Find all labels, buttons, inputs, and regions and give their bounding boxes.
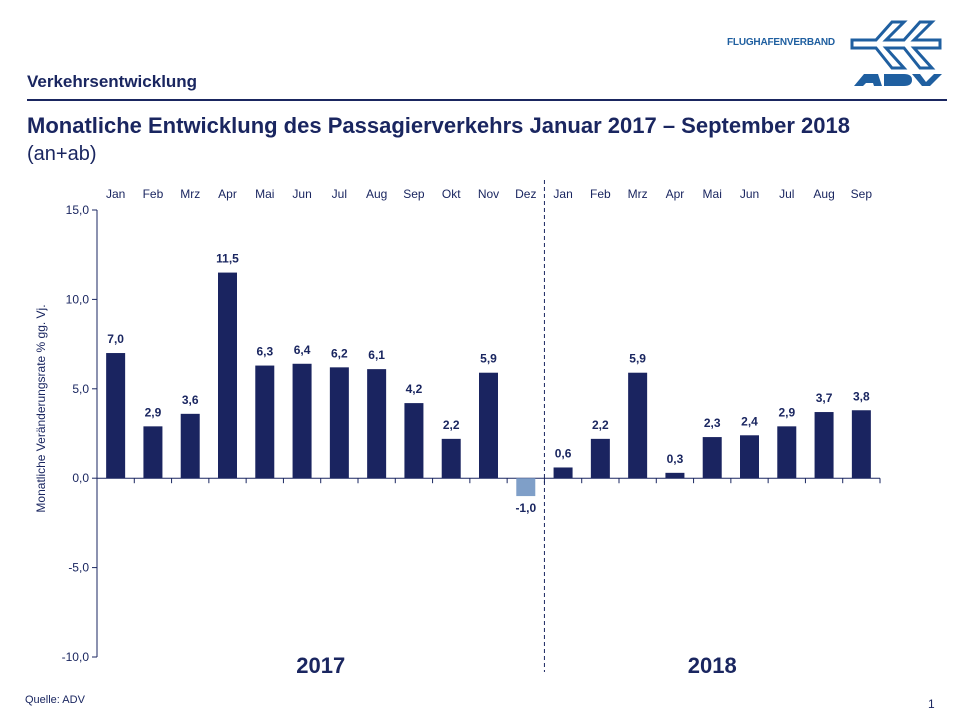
x-category-label: Jul <box>779 187 794 201</box>
data-label: 2,9 <box>778 405 795 419</box>
data-label: 0,3 <box>667 452 684 466</box>
x-category-label: Apr <box>666 187 685 201</box>
x-category-label: Aug <box>366 187 387 201</box>
bar <box>851 410 871 479</box>
data-label: 11,5 <box>216 252 239 266</box>
bar <box>180 413 200 479</box>
section-heading: Verkehrsentwicklung <box>27 72 198 91</box>
y-tick-label: -5,0 <box>68 561 89 575</box>
x-category-label: Feb <box>143 187 164 201</box>
x-category-label: Jul <box>332 187 347 201</box>
bar <box>441 438 461 479</box>
y-tick-label: 15,0 <box>66 203 90 217</box>
x-category-label: Feb <box>590 187 611 201</box>
x-category-label: Dez <box>515 187 536 201</box>
chart-subtitle: (an+ab) <box>27 143 97 165</box>
x-category-label: Mai <box>255 187 274 201</box>
y-tick-label: 10,0 <box>66 292 90 306</box>
bar <box>516 478 536 497</box>
data-label: -1,0 <box>515 501 536 515</box>
bar <box>106 353 126 479</box>
bar <box>777 426 797 479</box>
bar <box>143 426 163 479</box>
bar <box>628 372 648 479</box>
x-category-label: Aug <box>813 187 834 201</box>
chart-title: Monatliche Entwicklung des Passagierverk… <box>27 113 850 138</box>
x-category-label: Mrz <box>180 187 200 201</box>
bar <box>255 365 275 479</box>
bar <box>590 438 610 479</box>
bar <box>702 437 722 479</box>
data-label: 3,7 <box>816 391 833 405</box>
x-category-label: Jan <box>106 187 125 201</box>
y-tick-label: 0,0 <box>72 471 89 485</box>
header-divider <box>27 99 947 101</box>
bar <box>553 467 573 479</box>
adv-logo <box>850 20 942 86</box>
data-label: 2,2 <box>592 418 609 432</box>
x-category-label: Mai <box>703 187 722 201</box>
bar <box>367 369 387 479</box>
source-note: Quelle: ADV <box>25 694 85 706</box>
data-label: 4,2 <box>406 382 423 396</box>
data-label: 6,1 <box>368 348 385 362</box>
data-label: 3,6 <box>182 393 199 407</box>
bar <box>479 372 498 479</box>
data-label: 6,2 <box>331 346 348 360</box>
data-label: 2,3 <box>704 416 721 430</box>
x-category-label: Nov <box>478 187 499 201</box>
data-label: 2,4 <box>741 414 758 428</box>
bar <box>218 272 237 479</box>
bar <box>329 367 349 479</box>
y-tick-label: 5,0 <box>72 382 89 396</box>
data-label: 2,9 <box>145 405 162 419</box>
bar <box>404 403 424 479</box>
data-label: 5,9 <box>629 352 646 366</box>
x-category-label: Jan <box>553 187 572 201</box>
x-category-label: Sep <box>403 187 425 201</box>
bar <box>814 412 834 479</box>
year-label: 2018 <box>688 653 737 678</box>
year-label: 2017 <box>296 653 345 678</box>
y-tick-label: -10,0 <box>62 650 90 664</box>
x-category-label: Mrz <box>628 187 648 201</box>
x-category-label: Sep <box>851 187 873 201</box>
x-category-label: Okt <box>442 187 461 201</box>
x-category-label: Jun <box>740 187 759 201</box>
y-axis-label: Monatliche Veränderungsrate % gg. Vj. <box>34 304 48 512</box>
data-label: 6,4 <box>294 343 311 357</box>
data-label: 7,0 <box>107 332 124 346</box>
data-label: 6,3 <box>256 345 273 359</box>
data-label: 5,9 <box>480 352 497 366</box>
x-category-label: Apr <box>218 187 237 201</box>
x-category-label: Jun <box>292 187 311 201</box>
data-label: 0,6 <box>555 446 572 460</box>
logo-text: FLUGHAFENVERBAND <box>727 37 835 48</box>
page-number: 1 <box>928 697 935 711</box>
bar <box>665 472 685 479</box>
data-label: 2,2 <box>443 418 460 432</box>
bar <box>292 363 312 479</box>
bar <box>740 435 759 479</box>
data-label: 3,8 <box>853 389 870 403</box>
